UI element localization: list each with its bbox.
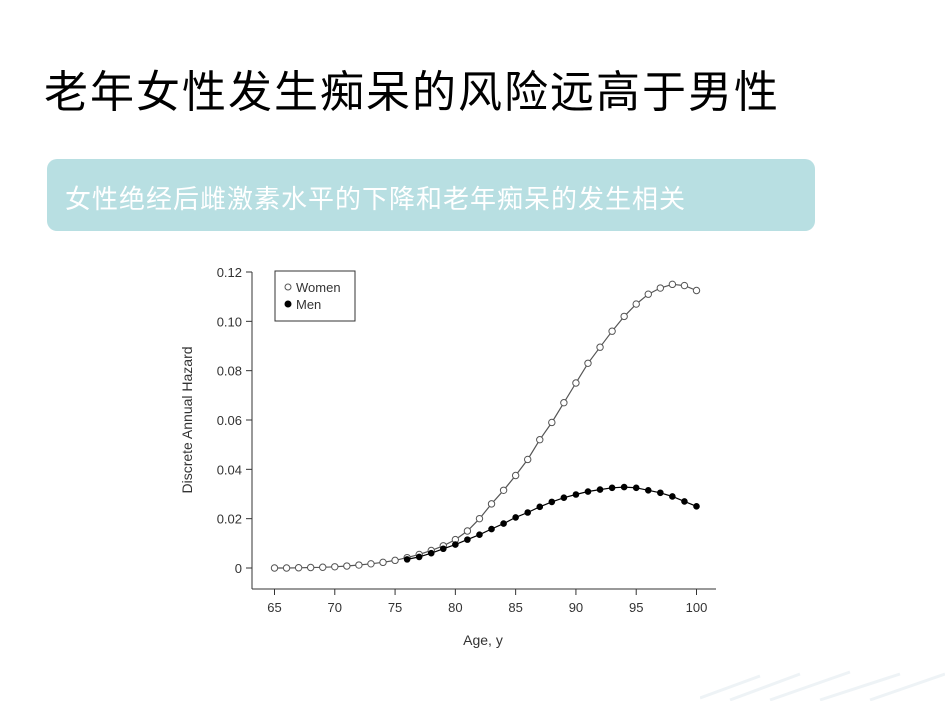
data-point <box>355 561 363 569</box>
x-tick-label: 100 <box>686 600 708 615</box>
data-point <box>656 284 665 292</box>
subtitle-text: 女性绝经后雌激素水平的下降和老年痴呆的发生相关 <box>65 185 687 215</box>
data-point <box>270 564 279 572</box>
data-point <box>560 494 568 502</box>
data-point <box>500 520 507 527</box>
y-tick-label: 0.02 <box>217 512 242 527</box>
data-point <box>343 562 351 570</box>
legend-box <box>274 270 356 322</box>
data-point <box>560 399 568 407</box>
data-point <box>681 498 688 505</box>
x-tick-label: 80 <box>448 600 462 615</box>
y-tick-label: 0.10 <box>217 314 242 329</box>
data-point <box>476 531 483 539</box>
data-point <box>693 503 700 510</box>
x-axis-label: Age, y <box>463 632 503 648</box>
subtitle-banner: 女性绝经后雌激素水平的下降和老年痴呆的发生相关 <box>47 159 815 231</box>
x-tick-label: 75 <box>388 600 402 615</box>
data-point <box>524 509 532 516</box>
data-point <box>536 436 544 444</box>
data-point <box>452 541 459 548</box>
data-point <box>584 359 592 367</box>
data-point <box>487 500 496 508</box>
data-point <box>415 553 423 561</box>
data-point <box>608 327 616 335</box>
data-point <box>379 558 387 567</box>
data-point <box>692 286 701 295</box>
data-point <box>644 290 652 298</box>
series-line <box>274 283 697 569</box>
data-point <box>657 489 664 497</box>
chart-series <box>270 280 701 572</box>
data-point <box>572 379 580 387</box>
data-point <box>440 545 447 553</box>
y-tick-label: 0.08 <box>217 364 242 379</box>
chart-axes <box>251 272 716 590</box>
data-point <box>475 514 484 523</box>
legend-label: Women <box>296 280 341 295</box>
x-tick-label: 90 <box>569 600 583 615</box>
chart-ticks: 0 0.02 0.04 0.06 0.08 0.10 0.12 65 70 75 80 85 90 95 1… <box>217 265 708 615</box>
data-point <box>572 491 580 498</box>
data-point <box>294 564 303 572</box>
series-women <box>270 280 701 572</box>
data-point <box>669 493 676 500</box>
x-tick-label: 70 <box>328 600 342 615</box>
data-point <box>427 549 435 557</box>
data-point <box>644 487 652 494</box>
y-tick-label: 0.06 <box>217 413 242 428</box>
data-point <box>524 455 532 464</box>
legend-marker <box>284 283 292 291</box>
data-point <box>548 498 556 506</box>
data-point <box>511 471 520 480</box>
data-point <box>391 556 399 565</box>
y-axis-label: Discrete Annual Hazard <box>179 346 195 493</box>
series-line <box>406 486 697 560</box>
data-point <box>632 300 640 308</box>
data-point <box>499 486 508 494</box>
data-point <box>620 483 628 491</box>
data-point <box>608 484 616 492</box>
x-tick-label: 65 <box>267 600 281 615</box>
data-point <box>319 563 327 571</box>
legend-marker <box>284 300 292 308</box>
data-point <box>488 525 495 533</box>
data-point <box>536 503 544 511</box>
data-point <box>668 280 677 289</box>
y-tick-label: 0.12 <box>217 265 242 280</box>
data-point <box>620 312 628 321</box>
data-point <box>680 281 689 290</box>
y-tick-label: 0 <box>235 561 242 576</box>
data-point <box>403 556 411 563</box>
data-point <box>632 484 640 492</box>
data-point <box>584 488 592 495</box>
y-tick-label: 0.04 <box>217 462 242 477</box>
x-tick-label: 95 <box>629 600 643 615</box>
data-point <box>596 486 604 493</box>
chart-legend: Women Men <box>274 270 356 322</box>
data-point <box>512 514 519 521</box>
series-men <box>403 483 700 563</box>
data-point <box>367 560 375 568</box>
data-point <box>548 418 556 427</box>
data-point <box>331 563 339 571</box>
data-point <box>464 536 471 543</box>
decorative-corner-pattern <box>700 670 945 701</box>
data-point <box>596 343 604 351</box>
legend-label: Men <box>296 297 321 312</box>
slide-title: 老年女性发生痴呆的风险远高于男性 <box>44 67 780 118</box>
data-point <box>463 527 472 535</box>
data-point <box>306 563 315 572</box>
x-tick-label: 85 <box>508 600 522 615</box>
data-point <box>282 564 291 572</box>
